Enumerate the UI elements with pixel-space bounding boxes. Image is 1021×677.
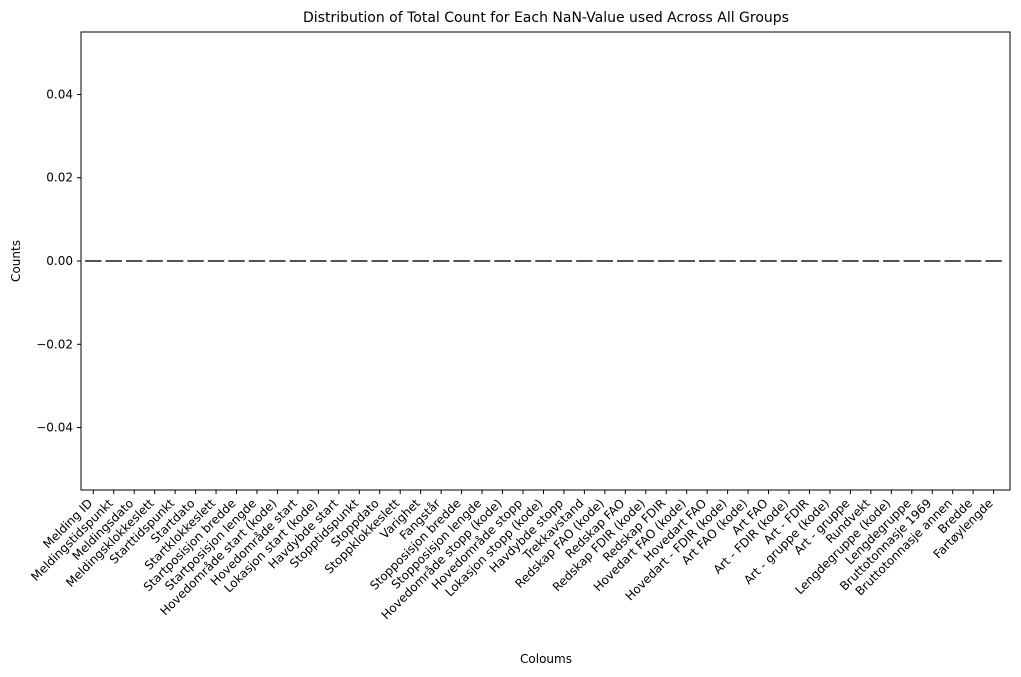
axes-frame — [80, 31, 1011, 491]
bar — [821, 260, 839, 262]
bar — [310, 260, 327, 262]
bar — [760, 260, 777, 262]
bar — [248, 260, 266, 262]
bar — [371, 260, 388, 262]
bar — [739, 260, 757, 262]
bar — [883, 260, 900, 262]
chart-title: Distribution of Total Count for Each NaN… — [303, 10, 789, 26]
bar — [555, 260, 573, 262]
bar — [985, 260, 1002, 262]
bar — [453, 260, 470, 262]
bar — [289, 260, 307, 262]
bar — [412, 260, 429, 262]
bar — [269, 260, 286, 262]
bar — [862, 260, 880, 262]
bar — [187, 260, 204, 262]
bar — [617, 260, 634, 262]
bar — [637, 260, 654, 262]
bar — [432, 260, 450, 262]
bar — [228, 260, 245, 262]
bar — [166, 260, 184, 262]
y-tick-label: −0.02 — [36, 337, 73, 351]
bar — [494, 260, 511, 262]
bar — [801, 260, 818, 262]
bar — [903, 260, 920, 262]
bar — [944, 260, 961, 262]
bar — [330, 260, 348, 262]
y-tick-label: −0.04 — [36, 421, 73, 435]
bar — [964, 260, 982, 262]
y-tick-label: 0.02 — [46, 171, 73, 185]
bar — [514, 260, 532, 262]
bar — [146, 260, 163, 262]
bar — [576, 260, 593, 262]
bar — [924, 260, 941, 262]
bar — [780, 260, 798, 262]
bar — [392, 260, 409, 262]
bar — [719, 260, 736, 262]
x-axis-label: Coloums — [520, 652, 572, 666]
bar — [658, 260, 675, 262]
bar — [698, 260, 716, 262]
bar — [473, 260, 491, 262]
bar — [535, 260, 552, 262]
y-axis-label: Counts — [9, 240, 23, 282]
y-tick-label: 0.04 — [46, 87, 73, 101]
bar — [678, 260, 695, 262]
bar — [207, 260, 225, 262]
bar — [126, 260, 143, 262]
bar — [351, 260, 368, 262]
bar — [105, 260, 122, 262]
y-tick-label: 0.00 — [46, 254, 73, 268]
bar — [85, 260, 102, 262]
bar — [842, 260, 859, 262]
bar — [596, 260, 614, 262]
